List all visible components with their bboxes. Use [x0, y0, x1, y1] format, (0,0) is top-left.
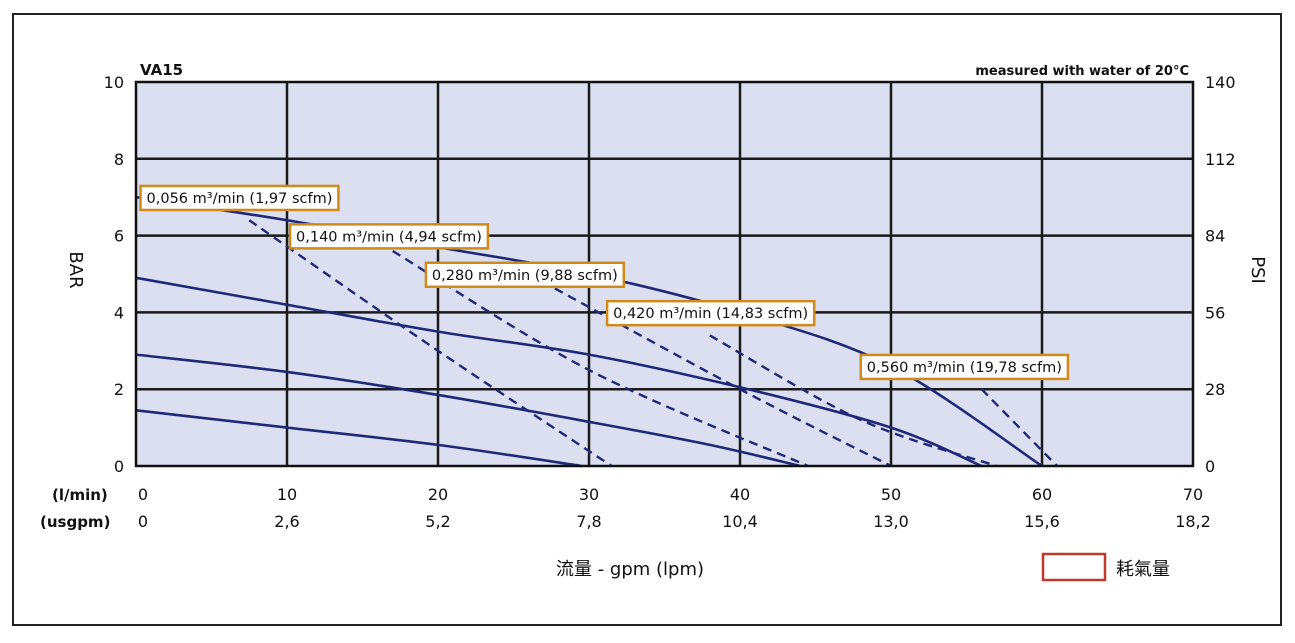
y-left-tick: 4 — [114, 303, 124, 322]
air-label-3: 0,280 m³/min (9,88 scfm) — [424, 261, 626, 289]
x-tick-usgpm: 18,2 — [1175, 512, 1211, 531]
air-consumption-curve-1 — [248, 219, 613, 467]
x-tick-usgpm: 5,2 — [425, 512, 450, 531]
x-tick-usgpm: 0 — [138, 512, 148, 531]
x-tick-usgpm: 15,6 — [1024, 512, 1060, 531]
y-right-tick: 56 — [1205, 303, 1225, 322]
y-right-axis-title: PSI — [1247, 256, 1268, 284]
x-tick-lpm: 10 — [277, 485, 297, 504]
x-tick-usgpm: 13,0 — [873, 512, 909, 531]
y-right-tick-labels: 0 28 56 84 112 140 — [1205, 73, 1236, 476]
model-label: VA15 — [140, 61, 183, 79]
air-label-1: 0,056 m³/min (1,97 scfm) — [139, 184, 340, 212]
plot-border — [134, 80, 1195, 468]
air-consumption-curve-3 — [528, 272, 892, 468]
x-tick-labels: 0 0 10 2,6 20 5,2 30 7,8 40 10,4 50 13,0 60 15,6 70 18,… — [138, 485, 1211, 531]
air-label-box — [859, 353, 1070, 381]
x-tick-lpm: 30 — [579, 485, 599, 504]
air-consumption-curve-5 — [980, 388, 1058, 467]
air-label-text: 0,420 m³/min (14,83 scfm) — [613, 306, 808, 322]
plot-background — [136, 82, 1193, 466]
pressure-curve-2 — [135, 276, 983, 468]
air-consumption-labels: 0,056 m³/min (1,97 scfm) 0,140 m³/min (4,… — [139, 184, 1070, 381]
air-label-box — [288, 223, 490, 250]
y-right-tick: 140 — [1205, 73, 1236, 92]
y-left-tick: 6 — [114, 227, 124, 246]
air-consumption-curve-2 — [392, 249, 809, 468]
x-tick-usgpm: 7,8 — [576, 512, 601, 531]
legend-swatch — [1041, 552, 1107, 582]
x-tick-usgpm: 2,6 — [274, 512, 299, 531]
x-unit-label-usgpm: (usgpm) — [40, 513, 110, 531]
measurement-note: measured with water of 20°C — [975, 64, 1189, 79]
x-tick-lpm: 60 — [1032, 485, 1052, 504]
x-tick-usgpm: 10,4 — [722, 512, 758, 531]
x-tick-lpm: 20 — [428, 485, 448, 504]
x-tick-lpm: 40 — [730, 485, 750, 504]
y-left-tick: 2 — [114, 380, 124, 399]
air-label-box — [605, 299, 816, 327]
air-label-text: 0,560 m³/min (19,78 scfm) — [867, 360, 1062, 376]
y-right-tick: 28 — [1205, 380, 1225, 399]
x-tick-lpm: 0 — [138, 485, 148, 504]
y-left-tick: 10 — [104, 73, 124, 92]
legend-label: 耗氣量 — [1116, 559, 1170, 580]
pressure-curve-3 — [135, 353, 801, 468]
air-label-4: 0,420 m³/min (14,83 scfm) — [605, 299, 816, 327]
y-left-tick: 0 — [114, 457, 124, 476]
y-left-tick: 8 — [114, 150, 124, 169]
air-label-box — [424, 261, 626, 289]
dashed-curves — [248, 219, 1058, 468]
y-right-tick: 0 — [1205, 457, 1215, 476]
air-label-5: 0,560 m³/min (19,78 scfm) — [859, 353, 1070, 381]
y-left-tick-labels: 0 2 4 6 8 10 — [104, 73, 124, 476]
x-tick-lpm: 70 — [1183, 485, 1203, 504]
air-label-2: 0,140 m³/min (4,94 scfm) — [288, 223, 490, 250]
x-axis-title: 流量 - gpm (lpm) — [556, 559, 704, 580]
air-label-box — [139, 184, 340, 212]
x-tick-lpm: 50 — [881, 485, 901, 504]
air-label-text: 0,140 m³/min (4,94 scfm) — [296, 229, 482, 245]
y-left-axis-title: BAR — [65, 251, 86, 288]
y-right-tick: 84 — [1205, 227, 1225, 246]
x-unit-label-lpm: (l/min) — [52, 486, 108, 504]
air-consumption-curve-4 — [709, 334, 998, 468]
air-label-text: 0,280 m³/min (9,88 scfm) — [432, 268, 618, 284]
air-label-text: 0,056 m³/min (1,97 scfm) — [147, 191, 333, 207]
pressure-curve-4 — [135, 409, 582, 468]
y-right-tick: 112 — [1205, 150, 1236, 169]
